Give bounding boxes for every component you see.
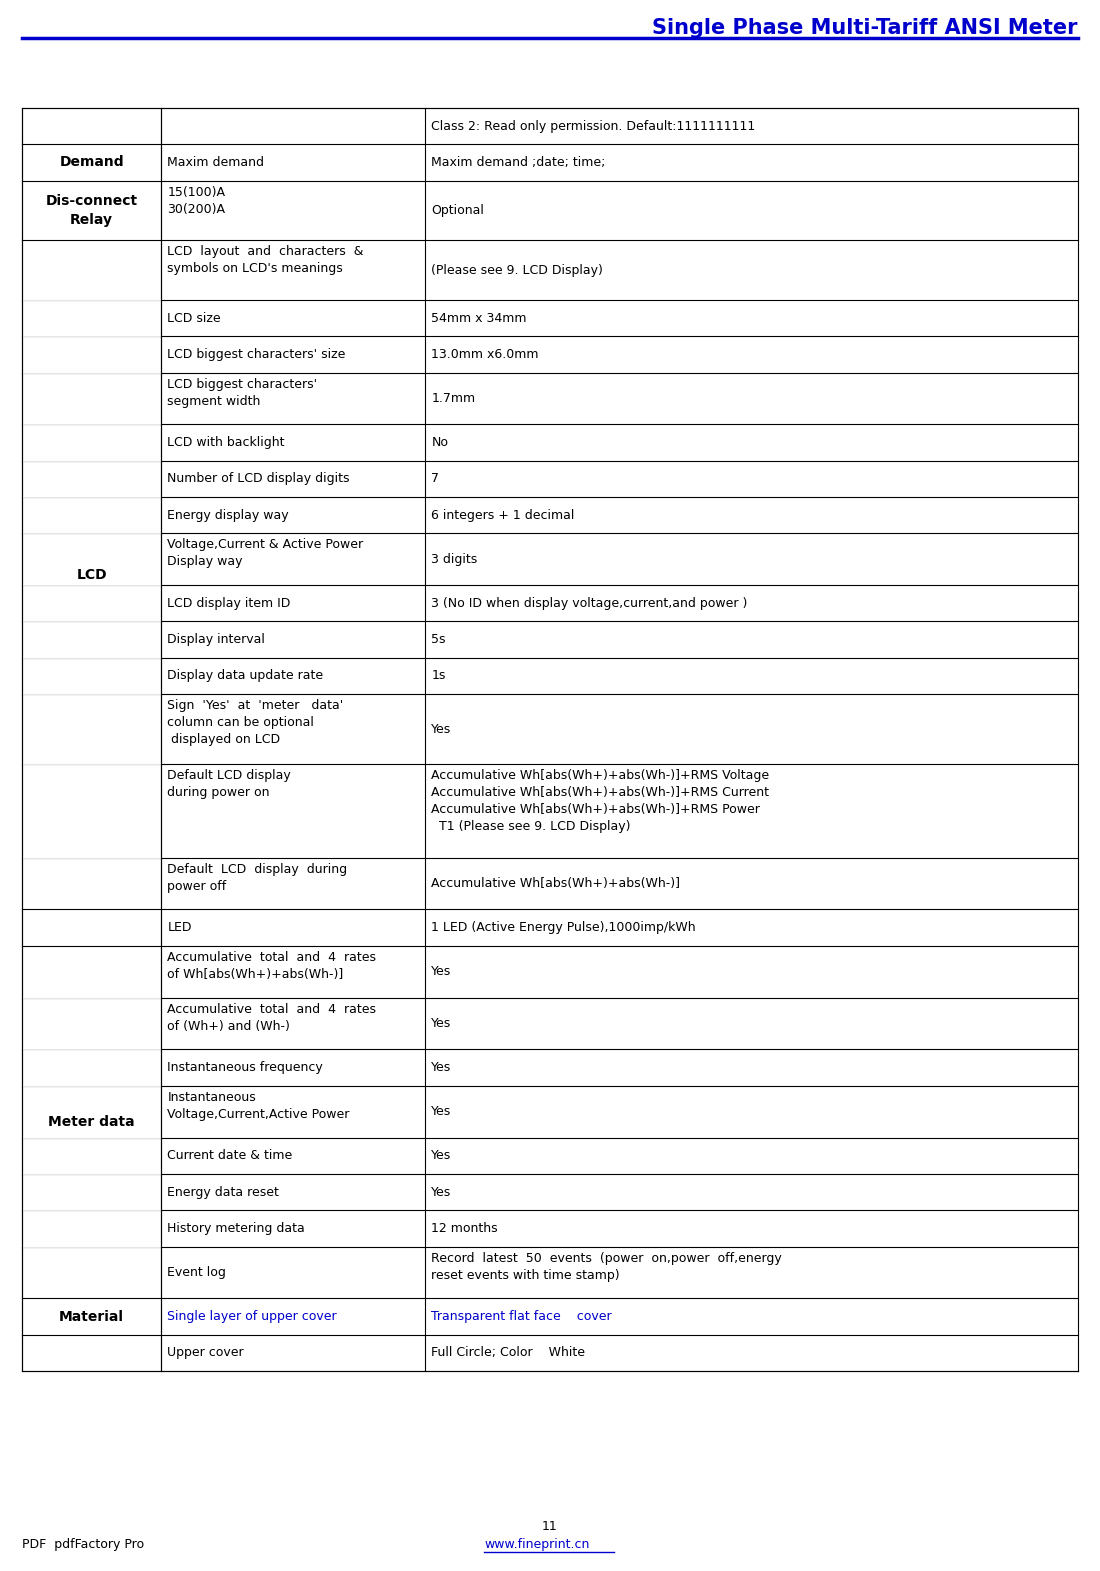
Text: Accumulative  total  and  4  rates
of Wh[abs(Wh+)+abs(Wh-)]: Accumulative total and 4 rates of Wh[abs… — [167, 950, 376, 980]
Text: Single layer of upper cover: Single layer of upper cover — [167, 1310, 337, 1323]
Text: Energy display way: Energy display way — [167, 509, 289, 522]
Text: Current date & time: Current date & time — [167, 1150, 293, 1163]
Text: Display data update rate: Display data update rate — [167, 669, 323, 682]
Text: Yes: Yes — [431, 1016, 452, 1031]
Text: Instantaneous
Voltage,Current,Active Power: Instantaneous Voltage,Current,Active Pow… — [167, 1090, 350, 1120]
Text: 1s: 1s — [431, 669, 446, 682]
Text: Accumulative  total  and  4  rates
of (Wh+) and (Wh-): Accumulative total and 4 rates of (Wh+) … — [167, 1002, 376, 1032]
Text: 3 (No ID when display voltage,current,and power ): 3 (No ID when display voltage,current,an… — [431, 597, 748, 610]
Text: (Please see 9. LCD Display): (Please see 9. LCD Display) — [431, 264, 603, 276]
Text: 54mm x 34mm: 54mm x 34mm — [431, 311, 527, 325]
Text: Material: Material — [59, 1310, 124, 1323]
Text: LCD display item ID: LCD display item ID — [167, 597, 290, 610]
Text: Yes: Yes — [431, 723, 452, 735]
Text: Maxim demand: Maxim demand — [167, 156, 264, 170]
Text: Upper cover: Upper cover — [167, 1346, 244, 1359]
Text: Demand: Demand — [59, 156, 124, 170]
Text: LCD size: LCD size — [167, 311, 221, 325]
Text: 15(100)A
30(200)A: 15(100)A 30(200)A — [167, 185, 225, 215]
Text: 13.0mm x6.0mm: 13.0mm x6.0mm — [431, 347, 539, 361]
Text: 12 months: 12 months — [431, 1222, 498, 1235]
Text: Yes: Yes — [431, 965, 452, 979]
Text: Yes: Yes — [431, 1104, 452, 1119]
Text: Instantaneous frequency: Instantaneous frequency — [167, 1060, 323, 1075]
Text: Maxim demand ;date; time;: Maxim demand ;date; time; — [431, 156, 606, 170]
Text: Display interval: Display interval — [167, 633, 265, 646]
Text: Dis-connect
Relay: Dis-connect Relay — [45, 195, 138, 226]
Text: Accumulative Wh[abs(Wh+)+abs(Wh-)]: Accumulative Wh[abs(Wh+)+abs(Wh-)] — [431, 877, 681, 889]
Text: History metering data: History metering data — [167, 1222, 305, 1235]
Text: LCD: LCD — [76, 567, 107, 581]
Text: Full Circle; Color    White: Full Circle; Color White — [431, 1346, 585, 1359]
Text: Voltage,Current & Active Power
Display way: Voltage,Current & Active Power Display w… — [167, 539, 363, 569]
Text: 1 LED (Active Energy Pulse),1000imp/kWh: 1 LED (Active Energy Pulse),1000imp/kWh — [431, 921, 696, 935]
Text: Default  LCD  display  during
power off: Default LCD display during power off — [167, 862, 348, 892]
Text: LCD biggest characters'
segment width: LCD biggest characters' segment width — [167, 377, 318, 407]
Text: 5s: 5s — [431, 633, 446, 646]
Text: Record  latest  50  events  (power  on,power  off,energy
reset events with time : Record latest 50 events (power on,power … — [431, 1252, 782, 1282]
Text: LCD with backlight: LCD with backlight — [167, 437, 285, 449]
Text: Yes: Yes — [431, 1060, 452, 1075]
Text: Meter data: Meter data — [48, 1115, 135, 1130]
Text: Single Phase Multi-Tariff ANSI Meter: Single Phase Multi-Tariff ANSI Meter — [652, 17, 1078, 38]
Text: Accumulative Wh[abs(Wh+)+abs(Wh-)]+RMS Voltage
Accumulative Wh[abs(Wh+)+abs(Wh-): Accumulative Wh[abs(Wh+)+abs(Wh-)]+RMS V… — [431, 770, 770, 833]
Text: Optional: Optional — [431, 204, 484, 217]
Text: LCD  layout  and  characters  &
symbols on LCD's meanings: LCD layout and characters & symbols on L… — [167, 245, 364, 275]
Text: Default LCD display
during power on: Default LCD display during power on — [167, 770, 292, 800]
Text: LCD biggest characters' size: LCD biggest characters' size — [167, 347, 345, 361]
Text: Yes: Yes — [431, 1186, 452, 1199]
Text: 1.7mm: 1.7mm — [431, 391, 475, 405]
Text: 7: 7 — [431, 473, 439, 485]
Text: 6 integers + 1 decimal: 6 integers + 1 decimal — [431, 509, 575, 522]
Text: Yes: Yes — [431, 1150, 452, 1163]
Text: Energy data reset: Energy data reset — [167, 1186, 279, 1199]
Text: Transparent flat face    cover: Transparent flat face cover — [431, 1310, 612, 1323]
Text: Class 2: Read only permission. Default:1111111111: Class 2: Read only permission. Default:1… — [431, 119, 756, 132]
Text: Sign  'Yes'  at  'meter   data'
column can be optional
 displayed on LCD: Sign 'Yes' at 'meter data' column can be… — [167, 699, 343, 746]
Text: 11: 11 — [542, 1521, 558, 1533]
Text: Number of LCD display digits: Number of LCD display digits — [167, 473, 350, 485]
Text: No: No — [431, 437, 449, 449]
Text: LED: LED — [167, 921, 191, 935]
Text: www.fineprint.cn: www.fineprint.cn — [484, 1538, 590, 1551]
Text: PDF  pdfFactory Pro: PDF pdfFactory Pro — [22, 1538, 144, 1551]
Text: Event log: Event log — [167, 1266, 227, 1279]
Text: 3 digits: 3 digits — [431, 553, 477, 566]
